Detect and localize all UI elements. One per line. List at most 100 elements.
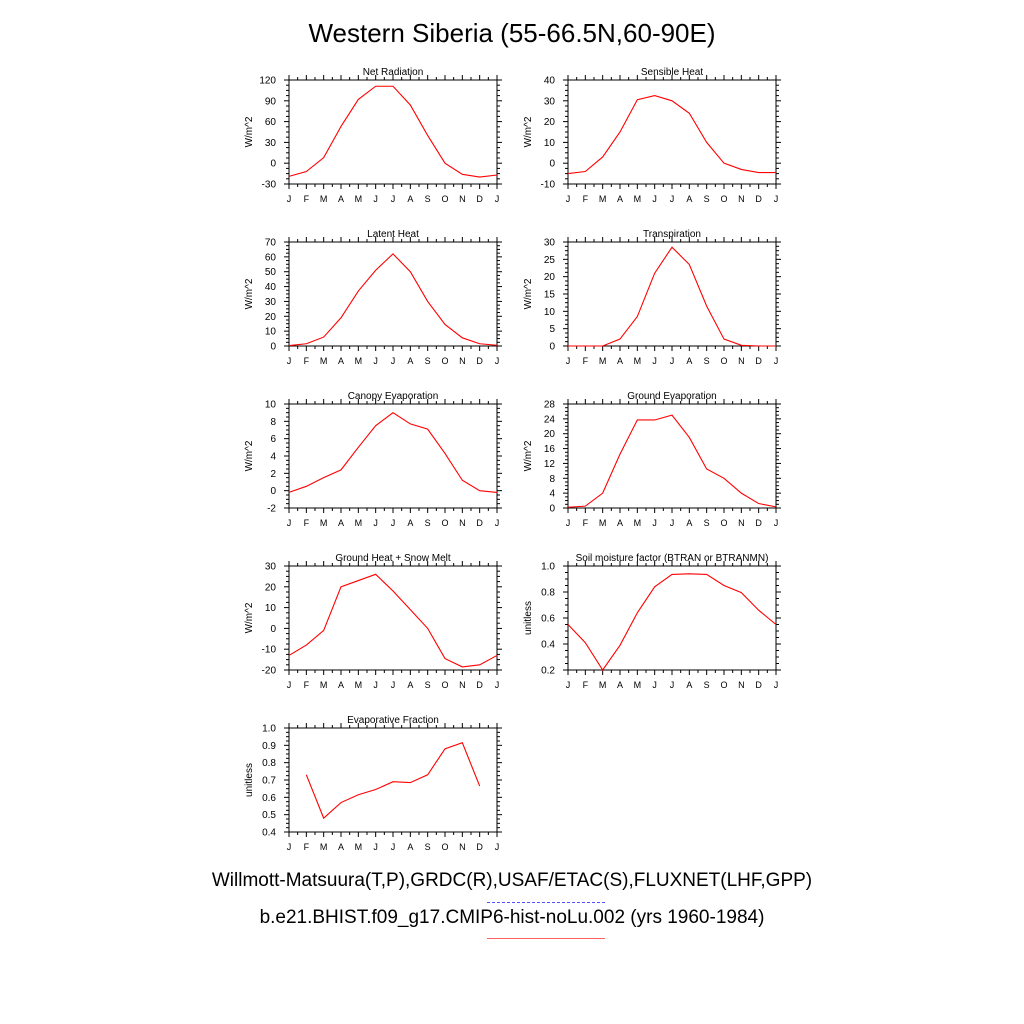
x-tick-label: M	[355, 680, 363, 690]
plot-frame	[288, 565, 498, 671]
plot-frame	[288, 727, 498, 833]
y-tick-label: 0.9	[262, 741, 276, 752]
x-tick-label: J	[566, 518, 571, 528]
y-tick-label: 0.4	[262, 828, 276, 839]
y-tick-label: 120	[259, 76, 276, 87]
x-tick-label: M	[320, 680, 328, 690]
y-tick-label: 10	[265, 327, 277, 338]
x-tick-label: A	[407, 194, 413, 204]
x-tick-label: M	[634, 194, 642, 204]
x-tick-label: A	[338, 194, 344, 204]
x-tick-label: J	[373, 842, 378, 852]
y-tick-label: 0.5	[262, 810, 276, 821]
plot-frame	[288, 79, 498, 185]
y-tick-label: 0.2	[541, 666, 555, 677]
x-tick-label: J	[774, 194, 779, 204]
x-tick-label: S	[425, 518, 431, 528]
x-tick-label: J	[652, 518, 657, 528]
x-tick-label: J	[391, 842, 396, 852]
series-line	[567, 95, 776, 175]
x-tick-label: M	[320, 842, 328, 852]
y-tick-label: 6	[270, 434, 276, 445]
x-tick-label: J	[495, 518, 500, 528]
x-tick-label: N	[738, 518, 745, 528]
series-line	[288, 85, 498, 178]
x-tick-label: N	[459, 680, 466, 690]
x-tick-label: N	[459, 194, 466, 204]
x-tick-label: F	[304, 194, 310, 204]
y-tick-label: 4	[270, 452, 276, 463]
x-tick-label: O	[720, 194, 727, 204]
y-tick-label: 0	[270, 624, 276, 635]
y-tick-label: 60	[265, 252, 277, 263]
panel-title: Ground Evaporation	[627, 391, 717, 402]
x-tick-label: D	[755, 356, 762, 366]
y-tick-label: 12	[544, 459, 556, 470]
x-tick-label: A	[338, 518, 344, 528]
x-tick-label: F	[583, 680, 589, 690]
plot-frame	[288, 403, 498, 509]
x-tick-label: D	[476, 842, 483, 852]
x-tick-label: D	[476, 356, 483, 366]
x-tick-label: D	[755, 194, 762, 204]
y-tick-label: 25	[544, 255, 556, 266]
plot-frame	[567, 79, 777, 185]
y-tick-label: 50	[265, 267, 277, 278]
panel-title: Net Radiation	[363, 67, 424, 78]
x-tick-label: D	[476, 518, 483, 528]
y-tick-label: 0.8	[262, 758, 276, 769]
x-tick-label: O	[441, 356, 448, 366]
x-tick-label: S	[425, 680, 431, 690]
x-tick-label: J	[566, 356, 571, 366]
x-tick-label: M	[355, 356, 363, 366]
x-tick-label: O	[441, 194, 448, 204]
y-tick-label: 1.0	[541, 562, 555, 573]
x-tick-label: D	[755, 518, 762, 528]
y-tick-label: 40	[265, 282, 277, 293]
x-tick-label: D	[755, 680, 762, 690]
x-tick-label: J	[373, 194, 378, 204]
y-tick-label: 20	[265, 312, 277, 323]
series-line	[567, 414, 777, 508]
x-tick-label: M	[320, 194, 328, 204]
plot-frame	[288, 241, 498, 347]
panel-title: Soil moisture factor (BTRAN or BTRANMN)	[576, 553, 769, 564]
plot-frame	[567, 241, 777, 347]
x-tick-label: F	[304, 518, 310, 528]
y-tick-label: 0.7	[262, 776, 276, 787]
y-tick-label: 0.8	[541, 588, 555, 599]
y-tick-label: -10	[262, 645, 277, 656]
x-tick-label: J	[774, 356, 779, 366]
series-line	[567, 573, 777, 671]
y-axis-label: W/m^2	[244, 116, 255, 147]
y-tick-label: 0	[270, 486, 276, 497]
x-tick-label: S	[425, 194, 431, 204]
y-tick-label: 20	[544, 429, 556, 440]
y-axis-label: unitless	[244, 763, 255, 797]
chart-panel: Soil moisture factor (BTRAN or BTRANMN) u…	[523, 553, 781, 690]
x-tick-label: J	[391, 194, 396, 204]
series-line	[305, 742, 481, 820]
x-tick-label: J	[287, 842, 292, 852]
x-tick-label: M	[634, 356, 642, 366]
y-tick-label: 15	[544, 290, 556, 301]
x-tick-label: J	[670, 518, 675, 528]
x-tick-label: M	[599, 518, 607, 528]
x-tick-label: A	[617, 680, 623, 690]
x-tick-label: A	[686, 518, 692, 528]
x-tick-label: N	[738, 194, 745, 204]
y-axis-label: W/m^2	[244, 440, 255, 471]
x-tick-label: F	[304, 842, 310, 852]
x-tick-label: J	[391, 356, 396, 366]
plot-frame	[567, 565, 777, 671]
y-tick-label: 0	[549, 342, 555, 353]
x-tick-label: J	[495, 842, 500, 852]
x-tick-label: M	[320, 356, 328, 366]
x-tick-label: J	[670, 356, 675, 366]
series-line	[288, 573, 498, 668]
